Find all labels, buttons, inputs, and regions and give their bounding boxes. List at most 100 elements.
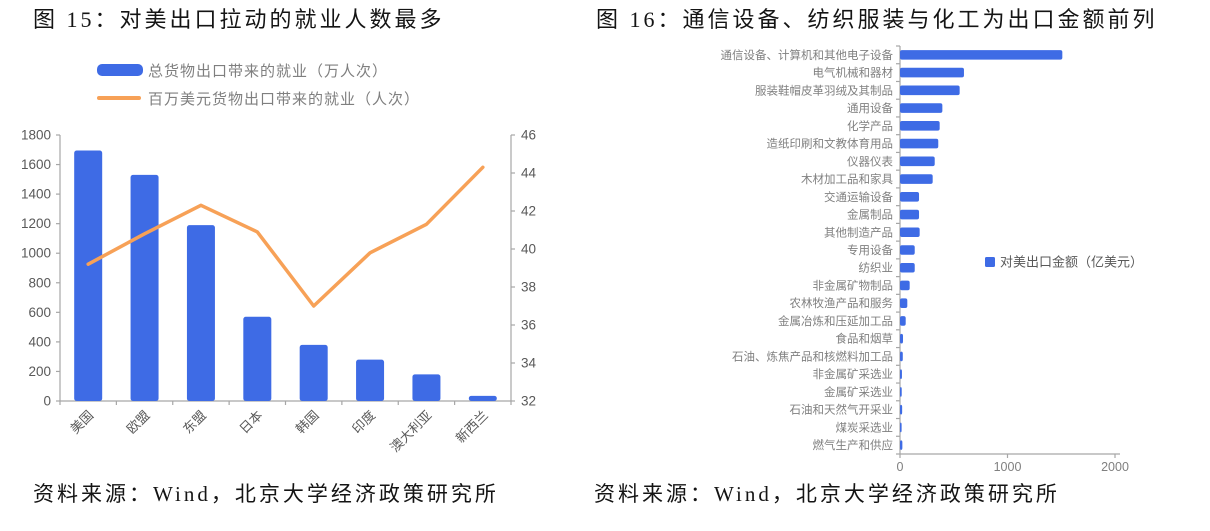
legend-item-line-series: 百万美元货物出口带来的就业（人次） (97, 84, 420, 112)
svg-text:400: 400 (28, 334, 51, 349)
svg-text:通用设备: 通用设备 (847, 101, 893, 115)
category-labels: 通信设备、计算机和其他电子设备电气机械和器材服装鞋帽皮革羽绒及其制品通用设备化学… (721, 48, 894, 452)
bar-row (900, 298, 908, 309)
figure-16: 图 16：通信设备、纺织服装与化工为出口金额前列 通信设备、计算机和其他电子设备… (588, 0, 1210, 531)
bar-row (900, 404, 903, 415)
svg-text:燃气生产和供应: 燃气生产和供应 (813, 438, 894, 452)
svg-text:专用设备: 专用设备 (847, 243, 893, 257)
svg-text:东盟: 东盟 (180, 408, 209, 437)
svg-text:石油和天然气开采业: 石油和天然气开采业 (790, 403, 894, 417)
fig15-legend: 总货物出口带来的就业（万人次） 百万美元货物出口带来的就业（人次） (97, 56, 420, 112)
legend-item-bar-series: 总货物出口带来的就业（万人次） (97, 56, 420, 84)
bar-series (900, 50, 1063, 450)
bar-row (900, 387, 902, 397)
combo-chart-employment: 0200400600800100012001400160018003234363… (21, 128, 537, 455)
svg-text:美国: 美国 (67, 408, 96, 437)
svg-text:其他制造产品: 其他制造产品 (824, 225, 893, 239)
bar-东盟 (186, 225, 215, 401)
category-labels: 美国 欧盟 东盟 日本 韩国 印度 澳大利亚 新西兰 (67, 408, 491, 455)
fig16-source: 资料来源：Wind，北京大学经济政策研究所 (594, 482, 1060, 506)
svg-text:韩国: 韩国 (293, 408, 322, 437)
bar-印度 (356, 359, 385, 401)
bar-澳大利亚 (412, 374, 441, 401)
svg-text:石油、炼焦产品和核燃料加工品: 石油、炼焦产品和核燃料加工品 (732, 349, 893, 363)
svg-text:非金属矿采选业: 非金属矿采选业 (813, 367, 894, 381)
svg-text:农林牧渔产品和服务: 农林牧渔产品和服务 (790, 296, 894, 310)
bar-series-label: 总货物出口带来的就业（万人次） (148, 62, 389, 80)
bar-series (74, 150, 497, 401)
svg-text:40: 40 (521, 242, 536, 257)
hbar-chart-export-value: 通信设备、计算机和其他电子设备电气机械和器材服装鞋帽皮革羽绒及其制品通用设备化学… (721, 45, 1143, 474)
bar-row (900, 209, 920, 220)
svg-text:非金属矿物制品: 非金属矿物制品 (813, 278, 894, 292)
svg-text:1000: 1000 (994, 460, 1022, 474)
bar-row (900, 138, 939, 149)
bar-row (900, 227, 920, 238)
svg-text:澳大利亚: 澳大利亚 (387, 408, 434, 455)
bar-row (900, 85, 960, 96)
bar-row (900, 174, 933, 184)
svg-text:通信设备、计算机和其他电子设备: 通信设备、计算机和其他电子设备 (721, 48, 894, 62)
svg-text:金属制品: 金属制品 (847, 208, 893, 222)
fig15-source: 资料来源：Wind，北京大学经济政策研究所 (33, 482, 499, 506)
svg-text:2000: 2000 (1101, 460, 1129, 474)
bar-row (900, 280, 910, 291)
right-axis-labels: 32 34 36 38 40 42 44 46 (521, 128, 537, 409)
svg-text:1800: 1800 (21, 128, 51, 143)
legend: 对美出口金额（亿美元） (985, 255, 1143, 270)
bar-row (900, 67, 964, 78)
bar-row (900, 351, 903, 362)
svg-text:新西兰: 新西兰 (453, 408, 491, 446)
bar-row (900, 121, 940, 131)
line-series (86, 165, 485, 308)
svg-text:欧盟: 欧盟 (124, 408, 153, 437)
svg-text:金属矿采选业: 金属矿采选业 (824, 385, 893, 399)
svg-text:200: 200 (28, 364, 51, 379)
x-axis-labels: 0 1000 2000 (897, 460, 1129, 474)
svg-text:印度: 印度 (349, 408, 378, 437)
svg-text:金属冶炼和压延加工品: 金属冶炼和压延加工品 (778, 314, 893, 328)
legend-swatch (985, 257, 995, 267)
bar-series-swatch (97, 64, 143, 76)
svg-text:日本: 日本 (236, 408, 265, 437)
bar-row (900, 440, 903, 450)
bar-row (900, 191, 920, 202)
svg-text:46: 46 (521, 128, 536, 143)
svg-text:1400: 1400 (21, 187, 51, 202)
svg-text:造纸印刷和文教体育用品: 造纸印刷和文教体育用品 (767, 137, 894, 151)
svg-text:食品和烟草: 食品和烟草 (836, 332, 894, 346)
line-series-swatch (97, 96, 141, 100)
bar-row (900, 156, 935, 167)
svg-text:服装鞋帽皮革羽绒及其制品: 服装鞋帽皮革羽绒及其制品 (755, 83, 893, 97)
svg-text:44: 44 (521, 166, 537, 181)
svg-text:纺织业: 纺织业 (859, 261, 894, 275)
svg-text:0: 0 (897, 460, 904, 474)
svg-text:36: 36 (521, 318, 536, 333)
svg-text:32: 32 (521, 394, 536, 409)
legend-label: 对美出口金额（亿美元） (1000, 255, 1143, 270)
bar-row (900, 262, 915, 273)
svg-text:800: 800 (28, 275, 51, 290)
svg-text:0: 0 (43, 394, 51, 409)
svg-text:煤炭采选业: 煤炭采选业 (836, 421, 894, 434)
bar-韩国 (299, 344, 328, 401)
bar-row (900, 316, 906, 326)
svg-text:1600: 1600 (21, 157, 51, 172)
fig15-title: 图 15：对美出口拉动的就业人数最多 (33, 7, 445, 32)
svg-text:38: 38 (521, 280, 536, 295)
svg-text:交通运输设备: 交通运输设备 (824, 190, 893, 204)
svg-text:仪器仪表: 仪器仪表 (847, 154, 893, 168)
bar-row (900, 422, 902, 433)
svg-text:600: 600 (28, 305, 51, 320)
svg-text:42: 42 (521, 204, 536, 219)
bar-美国 (74, 150, 103, 401)
bar-row (900, 103, 943, 113)
bar-日本 (243, 316, 272, 401)
bar-row (900, 50, 1063, 60)
bar-欧盟 (130, 174, 159, 401)
svg-text:34: 34 (521, 356, 537, 371)
left-axis-labels: 0 200 400 600 800 1000 1200 1400 1600 1800 (21, 128, 51, 409)
bar-row (900, 369, 902, 379)
fig16-title: 图 16：通信设备、纺织服装与化工为出口金额前列 (596, 7, 1158, 32)
